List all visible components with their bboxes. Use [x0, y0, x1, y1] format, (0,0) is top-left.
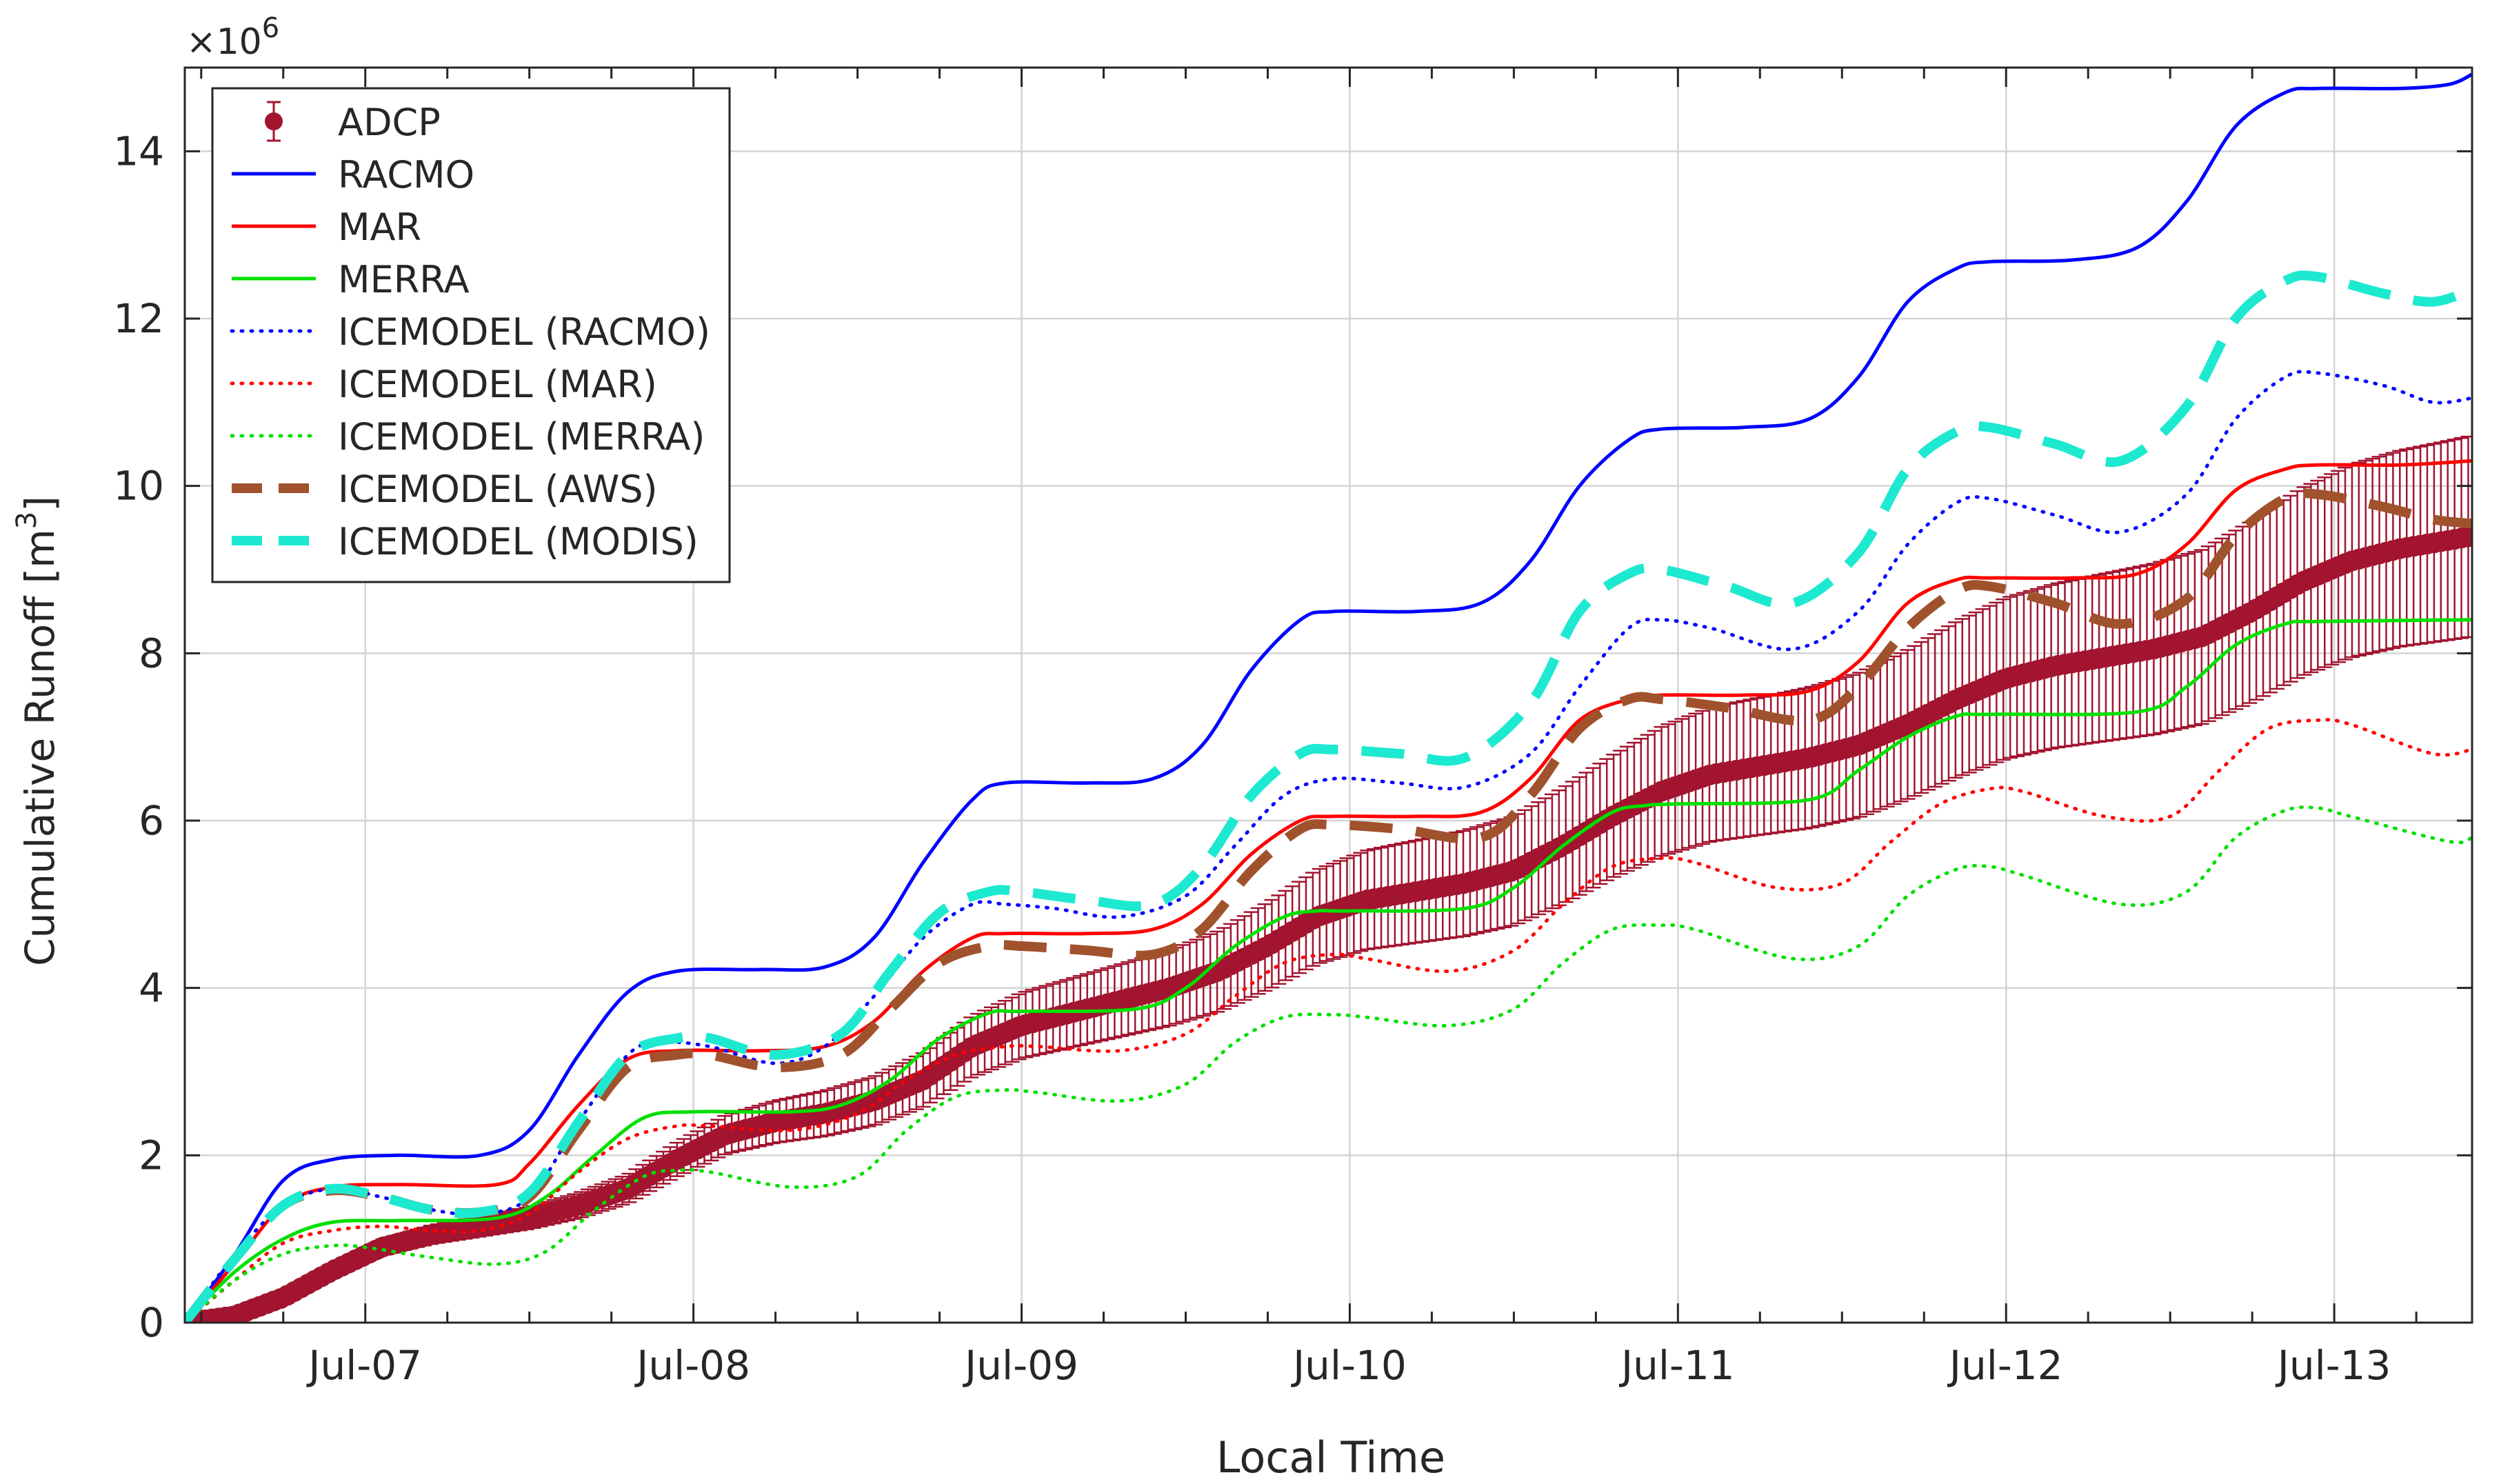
legend-label: ICEMODEL (MERRA) — [338, 415, 705, 459]
y-axis-label-close: ] — [17, 496, 63, 512]
legend-entry-icemodel-racmo: ICEMODEL (RACMO) — [230, 310, 710, 354]
plot-frame — [183, 66, 2473, 1324]
y-tick-label: 12 — [113, 295, 164, 342]
y-exponent-label: ×106 — [186, 12, 279, 63]
x-tick-label: Jul-07 — [306, 1342, 422, 1389]
series-line-merra — [185, 618, 2472, 1323]
legend-label: ICEMODEL (AWS) — [338, 468, 658, 511]
legend-label: ICEMODEL (MODIS) — [338, 520, 699, 563]
y-tick-label: 10 — [113, 463, 164, 510]
y-exponent-prefix: ×10 — [186, 21, 262, 63]
legend-entry-racmo: RACMO — [232, 153, 474, 197]
legend-entry-mar: MAR — [232, 205, 421, 249]
x-axis-label: Local Time — [1216, 1432, 1445, 1483]
legend-label: ICEMODEL (RACMO) — [338, 310, 710, 354]
legend-label: ADCP — [338, 101, 441, 144]
y-tick-label: 14 — [113, 128, 164, 174]
y-tick-label: 8 — [139, 630, 164, 676]
x-tick-label: Jul-10 — [1291, 1342, 1407, 1389]
legend-label: MAR — [338, 205, 421, 249]
legend-label: RACMO — [338, 153, 474, 197]
tick-labels: 0 2 4 6 8 10 12 14 Jul-07 Jul-08 Jul-09 Jul-10 Jul-1… — [113, 128, 2391, 1389]
legend-box — [211, 87, 731, 583]
x-tick-label: Jul-09 — [963, 1342, 1078, 1389]
series-line-icemodel-aws — [185, 488, 2472, 1323]
legend-entry-icemodel-mar: ICEMODEL (MAR) — [230, 363, 657, 406]
legend-swatch-marker — [265, 112, 283, 130]
x-tick-label: Jul-08 — [634, 1342, 750, 1389]
x-tick-label: Jul-11 — [1619, 1342, 1735, 1389]
legend-entry-merra: MERRA — [232, 258, 470, 301]
legend-entry-icemodel-modis: ICEMODEL (MODIS) — [232, 520, 699, 563]
legend-entry-icemodel-aws: ICEMODEL (AWS) — [232, 468, 658, 511]
legend-label: MERRA — [338, 258, 470, 301]
y-exponent-power: 6 — [262, 12, 279, 44]
series-line-icemodel-merra — [185, 805, 2472, 1323]
series-layer — [185, 72, 2472, 1323]
series-line-mar — [185, 459, 2472, 1323]
adcp-point — [2458, 526, 2472, 548]
x-tick-label: Jul-13 — [2276, 1342, 2391, 1389]
series-line-racmo — [185, 72, 2472, 1323]
y-axis-label-sup: 3 — [11, 512, 43, 529]
legend: ADCP RACMO MAR MERRA ICEMODEL (RACMO) ICEMODE… — [211, 87, 731, 583]
y-tick-label: 2 — [139, 1132, 164, 1179]
y-tick-label: 6 — [139, 797, 164, 844]
legend-entry-icemodel-merra: ICEMODEL (MERRA) — [230, 415, 705, 459]
series-line-icemodel-modis — [185, 270, 2472, 1323]
x-tick-label: Jul-12 — [1947, 1342, 2063, 1389]
y-tick-label: 0 — [139, 1299, 164, 1346]
series-line-icemodel-racmo — [185, 370, 2472, 1323]
y-axis-label-main: Cumulative Runoff [m — [17, 529, 63, 966]
y-axis-label: Cumulative Runoff [m3] — [11, 496, 63, 966]
axis-ticks — [185, 68, 2472, 1324]
y-tick-label: 4 — [139, 965, 164, 1012]
legend-entry-adcp: ADCP — [265, 101, 441, 144]
legend-label: ICEMODEL (MAR) — [338, 363, 657, 406]
